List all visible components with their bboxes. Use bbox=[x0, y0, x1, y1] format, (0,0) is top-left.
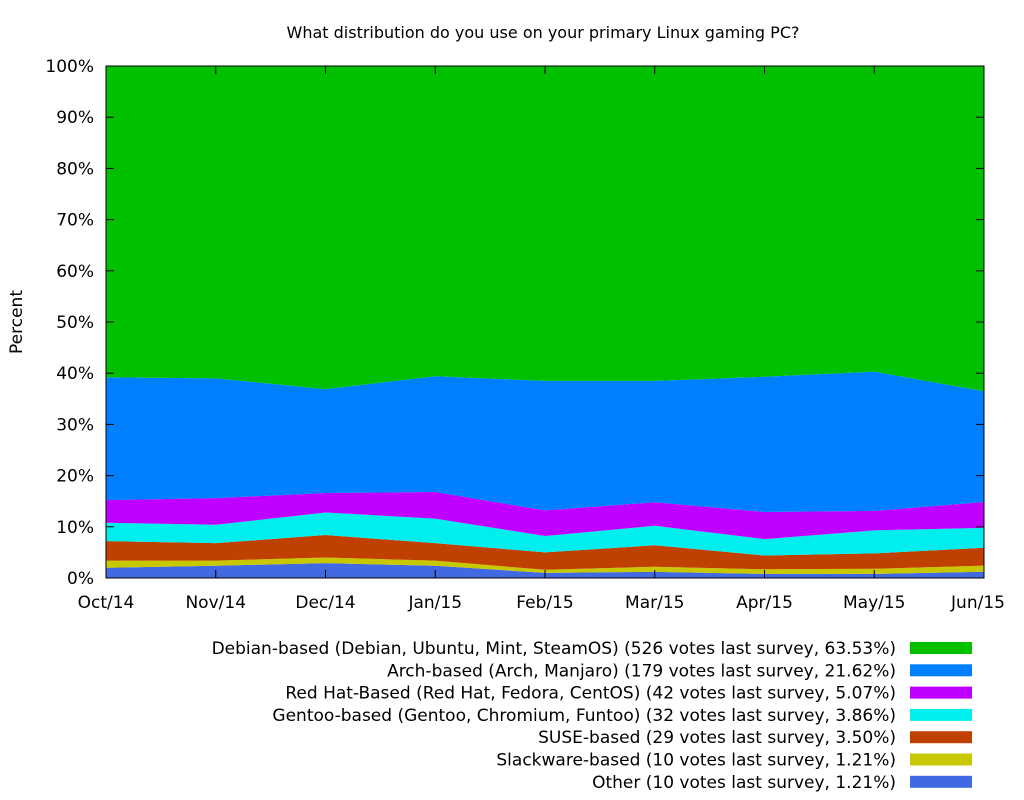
y-tick-label: 100% bbox=[45, 57, 94, 77]
legend-label: Debian-based (Debian, Ubuntu, Mint, Stea… bbox=[212, 639, 896, 659]
legend-label: Gentoo-based (Gentoo, Chromium, Funtoo) … bbox=[272, 706, 896, 726]
legend-swatch bbox=[910, 642, 972, 654]
area-series-5 bbox=[106, 371, 984, 512]
y-tick-label: 80% bbox=[56, 159, 94, 179]
area-layers bbox=[106, 66, 984, 578]
y-tick-label: 50% bbox=[56, 313, 94, 333]
x-tick-label: Jan/15 bbox=[407, 593, 462, 613]
legend-swatch bbox=[910, 775, 972, 788]
area-series-6 bbox=[106, 66, 984, 392]
x-tick-label: Oct/14 bbox=[78, 593, 135, 613]
y-tick-label: 30% bbox=[56, 415, 94, 435]
y-tick-label: 70% bbox=[56, 211, 94, 231]
area-series-1 bbox=[106, 557, 984, 574]
x-tick-label: May/15 bbox=[843, 593, 906, 613]
y-tick-label: 10% bbox=[56, 518, 94, 538]
legend-swatch bbox=[910, 664, 972, 677]
tick-labels: 0% 10% 20% 30% 40% 50% 60% 70% 80% 90% 100% Oct/14 N… bbox=[45, 57, 1005, 613]
y-axis-label: Percent bbox=[7, 290, 27, 354]
legend-swatch bbox=[910, 686, 972, 699]
x-tick-label: Dec/14 bbox=[295, 593, 355, 613]
legend-label: Slackware-based (10 votes last survey, 1… bbox=[496, 751, 896, 771]
x-tick-label: Jun/15 bbox=[950, 593, 1005, 613]
legend-label: Red Hat-Based (Red Hat, Fedora, CentOS) … bbox=[285, 684, 896, 704]
area-series-3 bbox=[106, 512, 984, 556]
x-tick-label: Mar/15 bbox=[625, 593, 684, 613]
legend-swatch bbox=[910, 753, 972, 766]
y-tick-label: 90% bbox=[56, 108, 94, 128]
y-tick-label: 0% bbox=[67, 569, 94, 589]
legend-label: Other (10 votes last survey, 1.21%) bbox=[592, 773, 896, 793]
chart-title: What distribution do you use on your pri… bbox=[287, 23, 800, 42]
legend-label: SUSE-based (29 votes last survey, 3.50%) bbox=[538, 728, 896, 748]
area-series-4 bbox=[106, 491, 984, 540]
y-tick-label: 20% bbox=[56, 467, 94, 487]
x-tick-label: Nov/14 bbox=[185, 593, 246, 613]
y-tick-label: 60% bbox=[56, 262, 94, 282]
x-tick-label: Feb/15 bbox=[516, 593, 573, 613]
legend: Debian-based (Debian, Ubuntu, Mint, Stea… bbox=[212, 639, 972, 793]
x-tick-label: Apr/15 bbox=[736, 593, 793, 613]
legend-label: Arch-based (Arch, Manjaro) (179 votes la… bbox=[387, 661, 896, 681]
axes bbox=[105, 65, 985, 579]
legend-swatch bbox=[910, 731, 972, 744]
legend-swatch bbox=[910, 708, 972, 721]
y-tick-label: 40% bbox=[56, 364, 94, 384]
